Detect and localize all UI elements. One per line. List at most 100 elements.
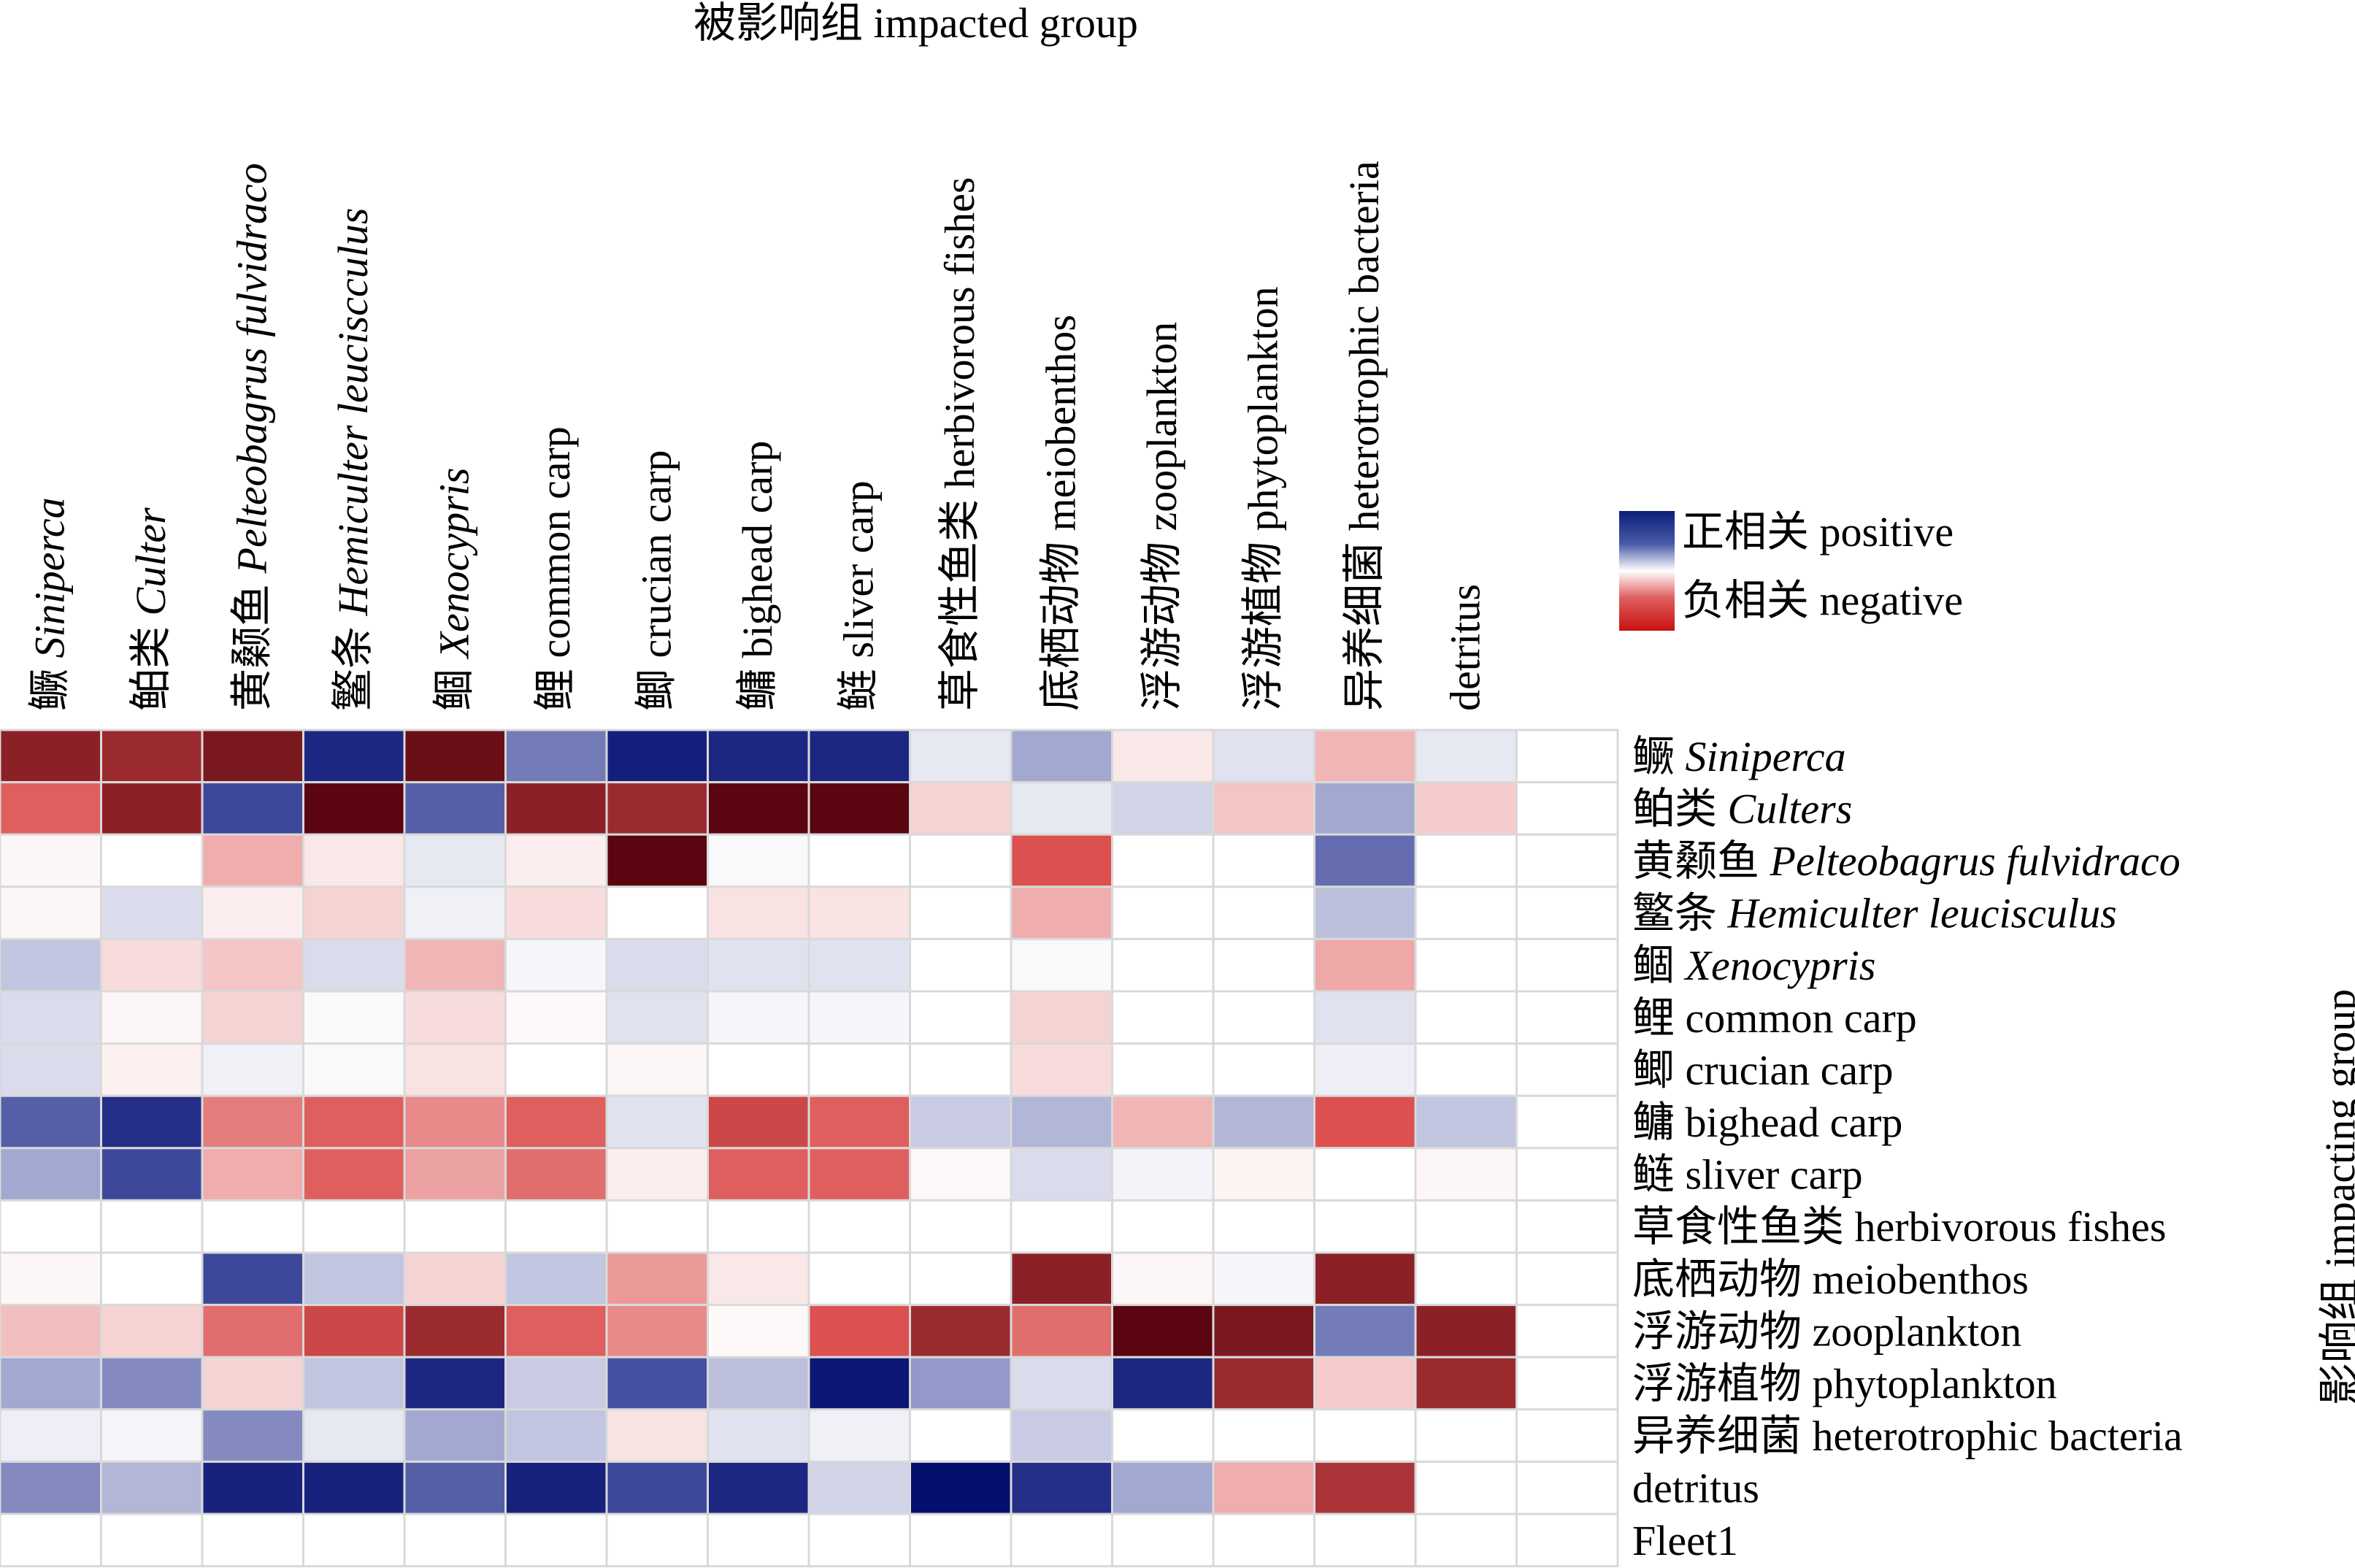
row-label: 鲫 crucian carp — [1632, 1046, 1893, 1094]
heatmap-cell — [809, 1253, 910, 1305]
heatmap-cell — [506, 834, 607, 887]
row-label-en: herbivorous fishes — [1855, 1203, 2167, 1250]
heatmap-cell — [1315, 1253, 1416, 1305]
heatmap-cell — [101, 1357, 203, 1410]
row-label-cn: 鲫 — [1632, 1046, 1686, 1094]
heatmap-cell — [1011, 1096, 1113, 1148]
heatmap-cell — [708, 1461, 810, 1514]
column-label: 鲴 Xenocypris — [430, 468, 477, 711]
heatmap-cell — [1315, 939, 1416, 991]
heatmap-cell — [809, 834, 910, 887]
row-label-en: meiobenthos — [1813, 1256, 2029, 1303]
heatmap-cell — [809, 1305, 910, 1358]
heatmap-cell — [304, 1148, 405, 1201]
heatmap-cell — [506, 783, 607, 835]
heatmap-cell — [1011, 1044, 1113, 1096]
legend-positive-swatch — [1619, 511, 1675, 571]
heatmap-cell — [101, 1253, 203, 1305]
heatmap-cell — [910, 1096, 1012, 1148]
column-label-en: Siniperca — [26, 497, 73, 658]
heatmap-cell — [1213, 1461, 1315, 1514]
column-label-en: phytoplankton — [1239, 286, 1286, 531]
column-label-en: heterotrophic bacteria — [1340, 161, 1388, 531]
column-label-en: sliver carp — [834, 480, 882, 658]
heatmap-cell — [202, 1200, 304, 1253]
heatmap-cell — [910, 1461, 1012, 1514]
heatmap-cell — [910, 783, 1012, 835]
row-label-en: Fleet1 — [1632, 1517, 1738, 1564]
column-label-cn: 底栖动物 — [1037, 531, 1084, 711]
heatmap-cell — [404, 834, 506, 887]
column-label-en: Pelteobagrus fulvidraco — [228, 163, 275, 574]
heatmap-cell — [910, 1357, 1012, 1410]
heatmap-cell — [607, 887, 708, 939]
heatmap-cell — [809, 1044, 910, 1096]
heatmap-cell — [0, 1357, 101, 1410]
heatmap-cell — [607, 1044, 708, 1096]
row-label-en: crucian carp — [1686, 1046, 1894, 1094]
heatmap-cell — [0, 1148, 101, 1201]
heatmap-cell — [304, 1410, 405, 1462]
heatmap-cell — [506, 1357, 607, 1410]
row-label: 浮游植物 phytoplankton — [1632, 1360, 2057, 1407]
heatmap-cell — [506, 730, 607, 783]
heatmap-cell — [809, 1461, 910, 1514]
row-label-cn: 鲌类 — [1632, 785, 1728, 832]
heatmap-cell — [304, 991, 405, 1044]
heatmap-cell — [607, 1096, 708, 1148]
column-label: 黄颡鱼 Pelteobagrus fulvidraco — [228, 163, 275, 711]
heatmap-cell — [101, 991, 203, 1044]
heatmap-cell — [910, 1514, 1012, 1567]
heatmap-cell — [1315, 730, 1416, 783]
row-label-en: bighead carp — [1686, 1099, 1903, 1146]
heatmap-cell — [1315, 1148, 1416, 1201]
column-label-en: Xenocypris — [430, 468, 477, 660]
column-label-cn: 浮游植物 — [1239, 531, 1286, 711]
heatmap-cell — [1011, 1305, 1113, 1358]
heatmap-cell — [404, 1357, 506, 1410]
heatmap-cell — [708, 1305, 810, 1358]
heatmap-cell — [1517, 1514, 1618, 1567]
heatmap-cell — [910, 1200, 1012, 1253]
heatmap-cell — [404, 887, 506, 939]
row-label-en: Siniperca — [1686, 733, 1846, 780]
row-label-en: phytoplankton — [1813, 1360, 2057, 1407]
heatmap-cell — [708, 1410, 810, 1462]
heatmap-cell — [1011, 991, 1113, 1044]
heatmap-cell — [404, 1305, 506, 1358]
heatmap-cell — [708, 783, 810, 835]
heatmap-cell — [506, 1305, 607, 1358]
heatmap-cell — [1315, 1410, 1416, 1462]
heatmap-cell — [304, 1200, 405, 1253]
heatmap-cell — [304, 1357, 405, 1410]
heatmap-cell — [304, 1461, 405, 1514]
heatmap-cell — [404, 1410, 506, 1462]
row-label: 鲌类 Culters — [1632, 785, 1852, 832]
row-label-cn: 鳜 — [1632, 733, 1686, 780]
column-label: 鳙 bighead carp — [734, 441, 781, 711]
heatmap-cell — [202, 887, 304, 939]
column-label-en: common carp — [531, 426, 579, 658]
heatmap-cell — [910, 834, 1012, 887]
row-label-en: heterotrophic bacteria — [1813, 1413, 2183, 1460]
row-label: 鳘条 Hemiculter leucisculus — [1632, 890, 2117, 937]
heatmap-cell — [1113, 1096, 1214, 1148]
heatmap-cell — [708, 730, 810, 783]
heatmap-cell — [1415, 783, 1517, 835]
row-label: 鲤 common carp — [1632, 994, 1917, 1042]
heatmap-cell — [202, 1148, 304, 1201]
legend-negative-label: 负相关 negative — [1682, 575, 1963, 626]
heatmap-cell — [1315, 1096, 1416, 1148]
heatmap-cell — [1315, 1200, 1416, 1253]
heatmap-cell — [404, 991, 506, 1044]
column-label: 底栖动物 meiobenthos — [1037, 315, 1084, 711]
column-label-en: meiobenthos — [1037, 315, 1084, 531]
row-label-en: Pelteobagrus fulvidraco — [1770, 837, 2181, 885]
row-label-cn: 鲴 — [1632, 942, 1686, 989]
row-label-en: Hemiculter leucisculus — [1727, 890, 2117, 937]
heatmap-cell — [304, 1096, 405, 1148]
heatmap-cell — [404, 1200, 506, 1253]
row-label-cn: 鳙 — [1632, 1099, 1686, 1146]
heatmap-cell — [607, 1305, 708, 1358]
heatmap-cell — [809, 887, 910, 939]
